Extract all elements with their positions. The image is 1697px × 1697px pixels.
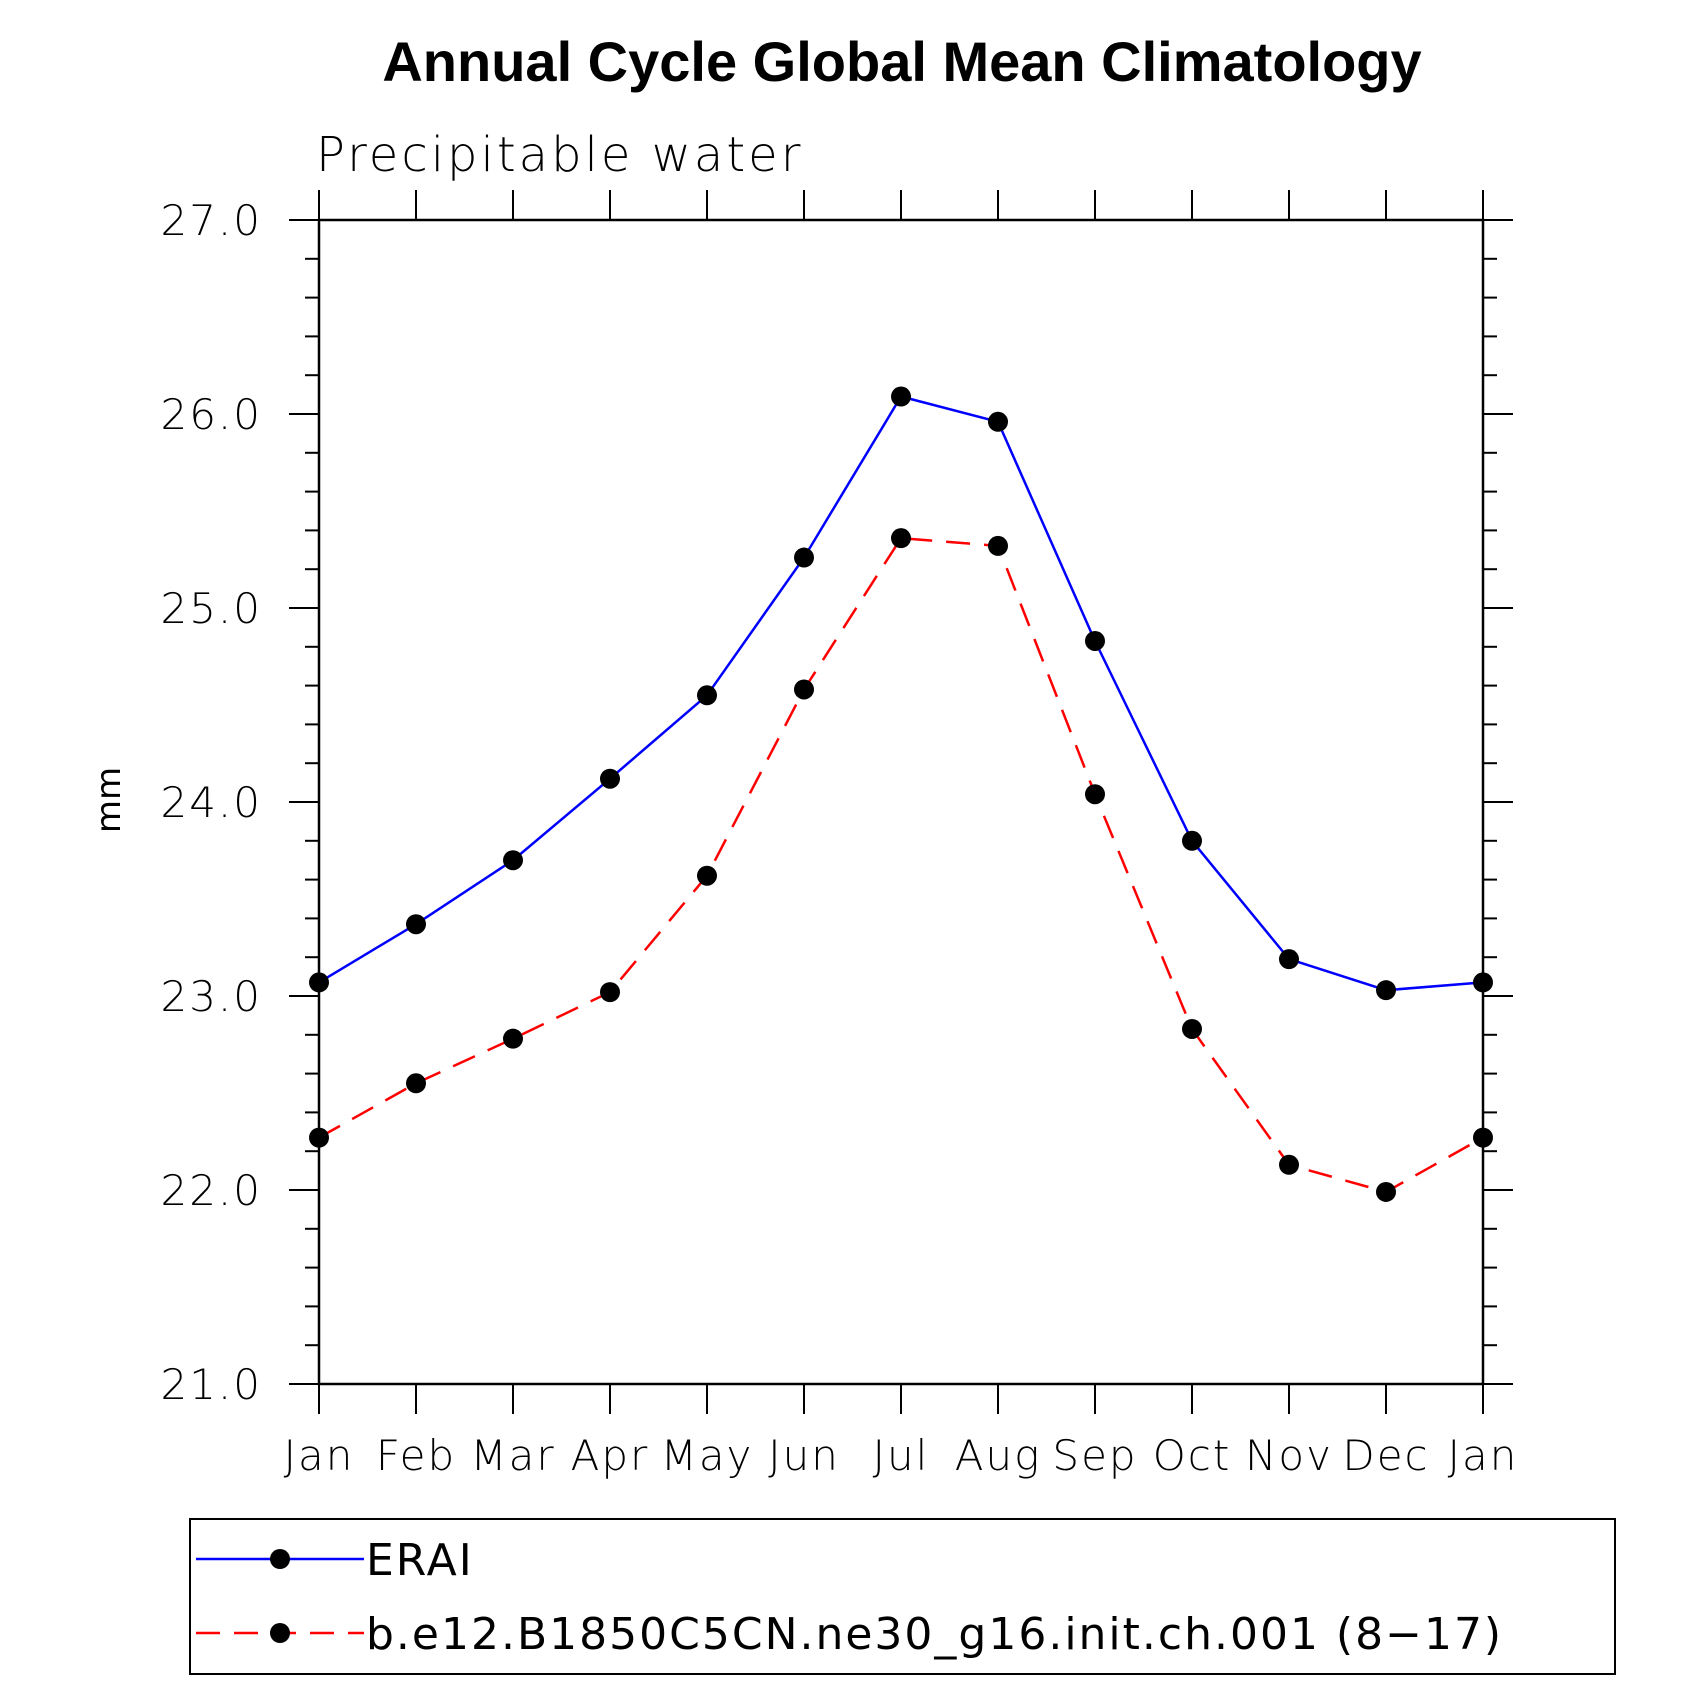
legend-box	[189, 1518, 1616, 1675]
x-tick-label: Jan	[284, 1431, 355, 1480]
y-axis-label: mm	[89, 767, 129, 833]
series-group	[309, 386, 1493, 1202]
y-tick-label: 24.0	[160, 778, 262, 827]
y-tick-label: 26.0	[160, 390, 262, 439]
data-point	[600, 768, 620, 789]
data-point	[503, 850, 523, 871]
legend-label: b.e12.B1850C5CN.ne30_g16.init.ch.001 (8−…	[366, 1609, 1503, 1660]
x-tick-label: Aug	[955, 1431, 1042, 1480]
data-point	[309, 972, 329, 993]
data-point	[1085, 784, 1105, 805]
x-tick-label: Dec	[1342, 1431, 1429, 1480]
data-point	[1376, 1181, 1396, 1202]
x-tick-label: Apr	[571, 1431, 650, 1480]
y-tick-label: 23.0	[160, 972, 262, 1021]
data-point	[600, 982, 620, 1003]
data-point	[794, 679, 814, 700]
series-line-1	[318, 536, 1484, 1194]
x-tick-label: Jun	[768, 1431, 840, 1480]
data-point	[406, 914, 426, 935]
data-point	[1376, 980, 1396, 1001]
x-tick-label: May	[661, 1431, 754, 1480]
y-tick-labels: 21.0 22.0 23.0 24.0 25.0 26.0 27.0	[160, 196, 262, 1409]
data-point	[1182, 830, 1202, 851]
legend-marker	[270, 1549, 290, 1569]
data-point	[891, 386, 911, 407]
x-tick-label: Nov	[1245, 1431, 1333, 1480]
y-tick-label: 25.0	[160, 584, 262, 633]
data-point	[1279, 949, 1299, 970]
data-point	[309, 1127, 329, 1148]
chart-subtitle: Precipitable water	[316, 127, 803, 183]
data-point	[1085, 630, 1105, 651]
data-point	[697, 865, 717, 886]
data-point	[406, 1073, 426, 1094]
data-point	[1473, 1127, 1493, 1148]
data-point	[697, 685, 717, 706]
data-point	[891, 528, 911, 549]
x-tick-label: Jul	[873, 1431, 930, 1480]
x-tick-label: Oct	[1153, 1431, 1232, 1480]
data-point	[794, 547, 814, 568]
series-line-0	[318, 395, 1484, 992]
x-tick-label: Jan	[1448, 1431, 1519, 1480]
y-tick-label: 21.0	[160, 1360, 262, 1409]
y-tick-label: 22.0	[160, 1166, 262, 1215]
data-point	[1473, 972, 1493, 993]
data-point	[1279, 1154, 1299, 1175]
y-tick-label: 27.0	[160, 196, 262, 245]
x-tick-label: Feb	[376, 1431, 456, 1480]
legend-marker	[270, 1623, 290, 1643]
data-point	[988, 411, 1008, 432]
data-point	[1182, 1018, 1202, 1039]
x-tick-labels: Jan Feb Mar Apr May Jun Jul Aug Sep Oct Nov Dec Jan	[284, 1431, 1519, 1480]
data-point	[503, 1028, 523, 1049]
x-tick-label: Mar	[470, 1431, 555, 1480]
x-tick-label: Sep	[1052, 1431, 1137, 1480]
legend: ERAI b.e12.B1850C5CN.ne30_g16.init.ch.001…	[196, 1535, 1503, 1660]
chart-title: Annual Cycle Global Mean Climatology	[382, 30, 1421, 93]
axis-ticks	[289, 190, 1513, 1414]
data-point	[988, 535, 1008, 556]
legend-label: ERAI	[366, 1535, 474, 1586]
